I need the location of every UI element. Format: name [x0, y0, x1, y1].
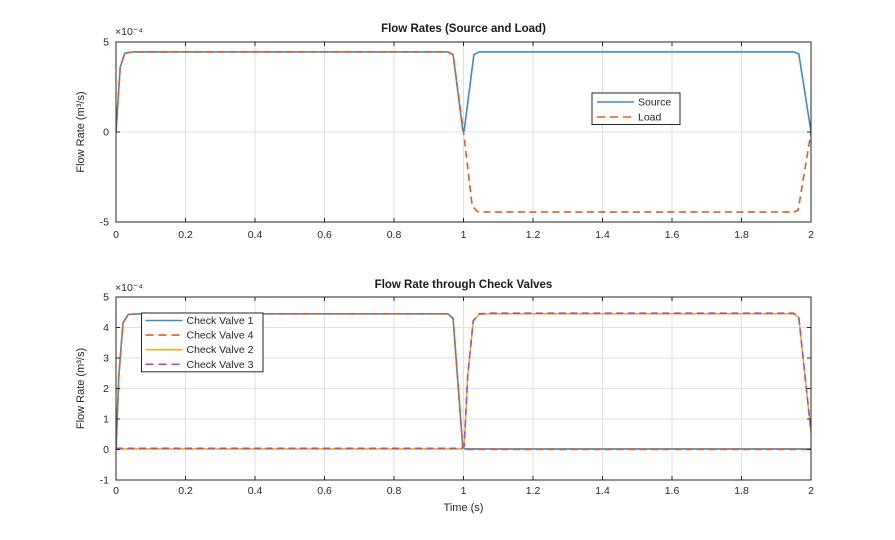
- series-group: [116, 312, 811, 451]
- x-tick-label: 1.8: [734, 229, 749, 241]
- x-tick-label: 2: [808, 229, 814, 241]
- x-tick-label: 1.6: [665, 485, 680, 497]
- x-tick-label: 0.2: [178, 485, 193, 497]
- x-tick-label: 0: [113, 229, 119, 241]
- x-tick-label: 0: [113, 485, 119, 497]
- y-axis-multiplier: ×10⁻⁴: [115, 26, 143, 38]
- y-tick-label: 1: [103, 414, 109, 426]
- x-tick-label: 1.4: [595, 229, 610, 241]
- y-axis-label: Flow Rate (m³/s): [75, 348, 87, 429]
- x-tick-label: 0.4: [248, 229, 263, 241]
- x-tick-label: 1.2: [526, 229, 541, 241]
- y-tick-label: 0: [103, 444, 109, 456]
- chart-0: 0 0.2 0.4 0.6 0.8 1 1.2 1.4 1.6 1.8 2 -5 0 5 Flow Rate…: [75, 23, 814, 241]
- x-tick-label: 1.2: [526, 485, 541, 497]
- series-group: [116, 51, 811, 213]
- series-line-1: [116, 312, 811, 451]
- legend-entry-label: Check Valve 2: [187, 344, 254, 356]
- x-tick-label: 1.8: [734, 485, 749, 497]
- legend-box: [141, 312, 264, 373]
- legend-entry-label: Check Valve 3: [187, 359, 254, 371]
- y-tick-label: 2: [103, 383, 109, 395]
- x-tick-label: 2: [808, 485, 814, 497]
- x-axis-label: Time (s): [444, 502, 484, 514]
- legend-entry-label: Load: [638, 112, 662, 124]
- x-tick-label: 0.6: [317, 485, 332, 497]
- x-tick-label: 0.2: [178, 229, 193, 241]
- series-line-3: [116, 312, 811, 450]
- y-tick-label: 5: [103, 37, 109, 49]
- y-tick-label: 5: [103, 292, 109, 304]
- x-tick-label: 0.8: [387, 229, 402, 241]
- y-tick-label: -1: [100, 475, 109, 487]
- x-tick-label: 1: [461, 229, 467, 241]
- y-tick-label: 3: [103, 353, 109, 365]
- y-tick-label: 0: [103, 127, 109, 139]
- y-tick-label: 4: [103, 322, 109, 334]
- chart-1: 0 0.2 0.4 0.6 0.8 1 1.2 1.4 1.6 1.8 2 -1 0 1 2 3 4 5 Flow …: [75, 279, 814, 514]
- legend-entry-label: Check Valve 4: [187, 330, 254, 342]
- y-axis-multiplier: ×10⁻⁴: [115, 282, 143, 294]
- legend: Source Load: [591, 92, 681, 125]
- chart-title: Flow Rate through Check Valves: [375, 279, 553, 291]
- x-tick-label: 1: [461, 485, 467, 497]
- chart-title: Flow Rates (Source and Load): [381, 23, 546, 35]
- legend-box: [591, 92, 681, 125]
- x-tick-label: 1.4: [595, 485, 610, 497]
- y-tick-label: -5: [100, 217, 109, 229]
- legend-entry-label: Check Valve 1: [187, 315, 254, 327]
- series-line-1: [116, 51, 811, 213]
- legend: Check Valve 1 Check Valve 4 Check Valve 2 C…: [141, 312, 264, 373]
- x-tick-label: 0.4: [248, 485, 263, 497]
- x-tick-label: 0.8: [387, 485, 402, 497]
- y-axis-label: Flow Rate (m³/s): [75, 91, 87, 172]
- legend-entry-label: Source: [638, 97, 671, 109]
- x-tick-label: 1.6: [665, 229, 680, 241]
- x-tick-label: 0.6: [317, 229, 332, 241]
